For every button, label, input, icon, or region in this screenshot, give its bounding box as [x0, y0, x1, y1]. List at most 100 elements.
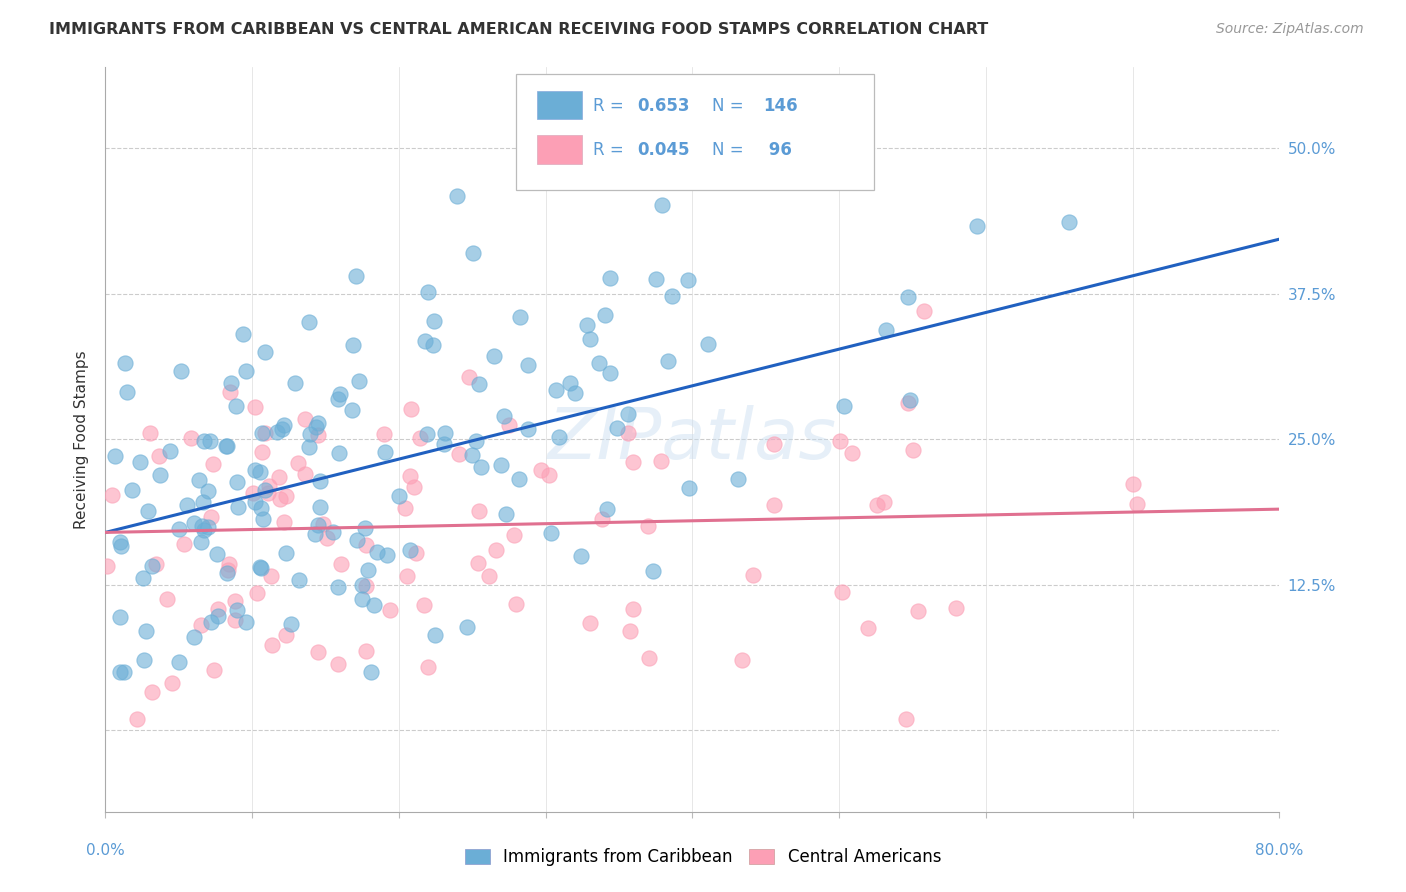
Point: [866, 498, 889, 512]
Point: [342, 403, 364, 417]
Point: [148, 449, 170, 463]
FancyBboxPatch shape: [537, 91, 582, 119]
Point: [269, 492, 291, 507]
Point: [307, 416, 329, 430]
Point: [678, 481, 700, 495]
Point: [190, 618, 212, 632]
Point: [731, 653, 754, 667]
Point: [200, 509, 222, 524]
Y-axis label: Receiving Food Stamps: Receiving Food Stamps: [75, 350, 90, 529]
Point: [215, 566, 238, 580]
Point: [202, 663, 225, 677]
Point: [276, 546, 298, 560]
Point: [226, 603, 249, 617]
Point: [141, 685, 163, 699]
Point: [360, 665, 382, 679]
Point: [249, 559, 271, 574]
Point: [363, 598, 385, 612]
Point: [257, 479, 280, 493]
Point: [108, 534, 131, 549]
Point: [465, 434, 488, 449]
Point: [508, 472, 530, 486]
Point: [254, 425, 277, 440]
Point: [409, 431, 432, 445]
Point: [225, 475, 247, 490]
Point: [762, 437, 785, 451]
Point: [446, 189, 468, 203]
Point: [197, 483, 219, 498]
Point: [188, 473, 211, 487]
Point: [273, 418, 295, 433]
Point: [638, 651, 661, 665]
Point: [416, 285, 439, 299]
Point: [326, 392, 349, 406]
Point: [183, 630, 205, 644]
Point: [205, 547, 228, 561]
Point: [897, 290, 920, 304]
Point: [354, 538, 377, 552]
Point: [159, 444, 181, 458]
Point: [274, 489, 297, 503]
Point: [250, 561, 273, 575]
Point: [461, 448, 484, 462]
Point: [412, 598, 434, 612]
Point: [591, 512, 613, 526]
Point: [114, 665, 136, 679]
Point: [197, 520, 219, 534]
Point: [643, 564, 665, 578]
Point: [375, 549, 398, 563]
Point: [388, 489, 411, 503]
Point: [617, 407, 640, 421]
Point: [307, 645, 329, 659]
Point: [537, 468, 560, 483]
Point: [347, 374, 370, 388]
Point: [1057, 215, 1080, 229]
Text: 96: 96: [763, 141, 792, 160]
Point: [160, 676, 183, 690]
Point: [593, 308, 616, 322]
Point: [637, 519, 659, 533]
Text: ZIPatlas: ZIPatlas: [548, 405, 837, 474]
Point: [252, 512, 274, 526]
Point: [463, 245, 485, 260]
Point: [132, 653, 155, 667]
Point: [294, 412, 316, 426]
Point: [540, 525, 562, 540]
Point: [423, 628, 446, 642]
Point: [218, 557, 240, 571]
Point: [288, 573, 311, 587]
Point: [173, 537, 195, 551]
Point: [599, 366, 621, 380]
Point: [1122, 476, 1144, 491]
Point: [284, 376, 307, 391]
Point: [329, 387, 352, 401]
Point: [201, 457, 224, 471]
Point: [114, 356, 136, 370]
Point: [416, 427, 439, 442]
Point: [831, 585, 853, 599]
Point: [228, 500, 250, 514]
Point: [588, 356, 610, 370]
Point: [741, 568, 763, 582]
Point: [170, 364, 193, 378]
Point: [945, 601, 967, 615]
Point: [316, 531, 339, 545]
Point: [96, 558, 118, 573]
Point: [312, 516, 335, 531]
Point: [132, 571, 155, 585]
Point: [875, 322, 897, 336]
Point: [599, 271, 621, 285]
Point: [395, 568, 418, 582]
Point: [353, 521, 375, 535]
Point: [354, 643, 377, 657]
Point: [564, 385, 586, 400]
Point: [560, 376, 582, 390]
Point: [249, 465, 271, 479]
Point: [697, 336, 720, 351]
Point: [366, 545, 388, 559]
Point: [218, 384, 240, 399]
Point: [308, 500, 330, 514]
Point: [215, 439, 238, 453]
Point: [478, 569, 501, 583]
Point: [246, 586, 269, 600]
